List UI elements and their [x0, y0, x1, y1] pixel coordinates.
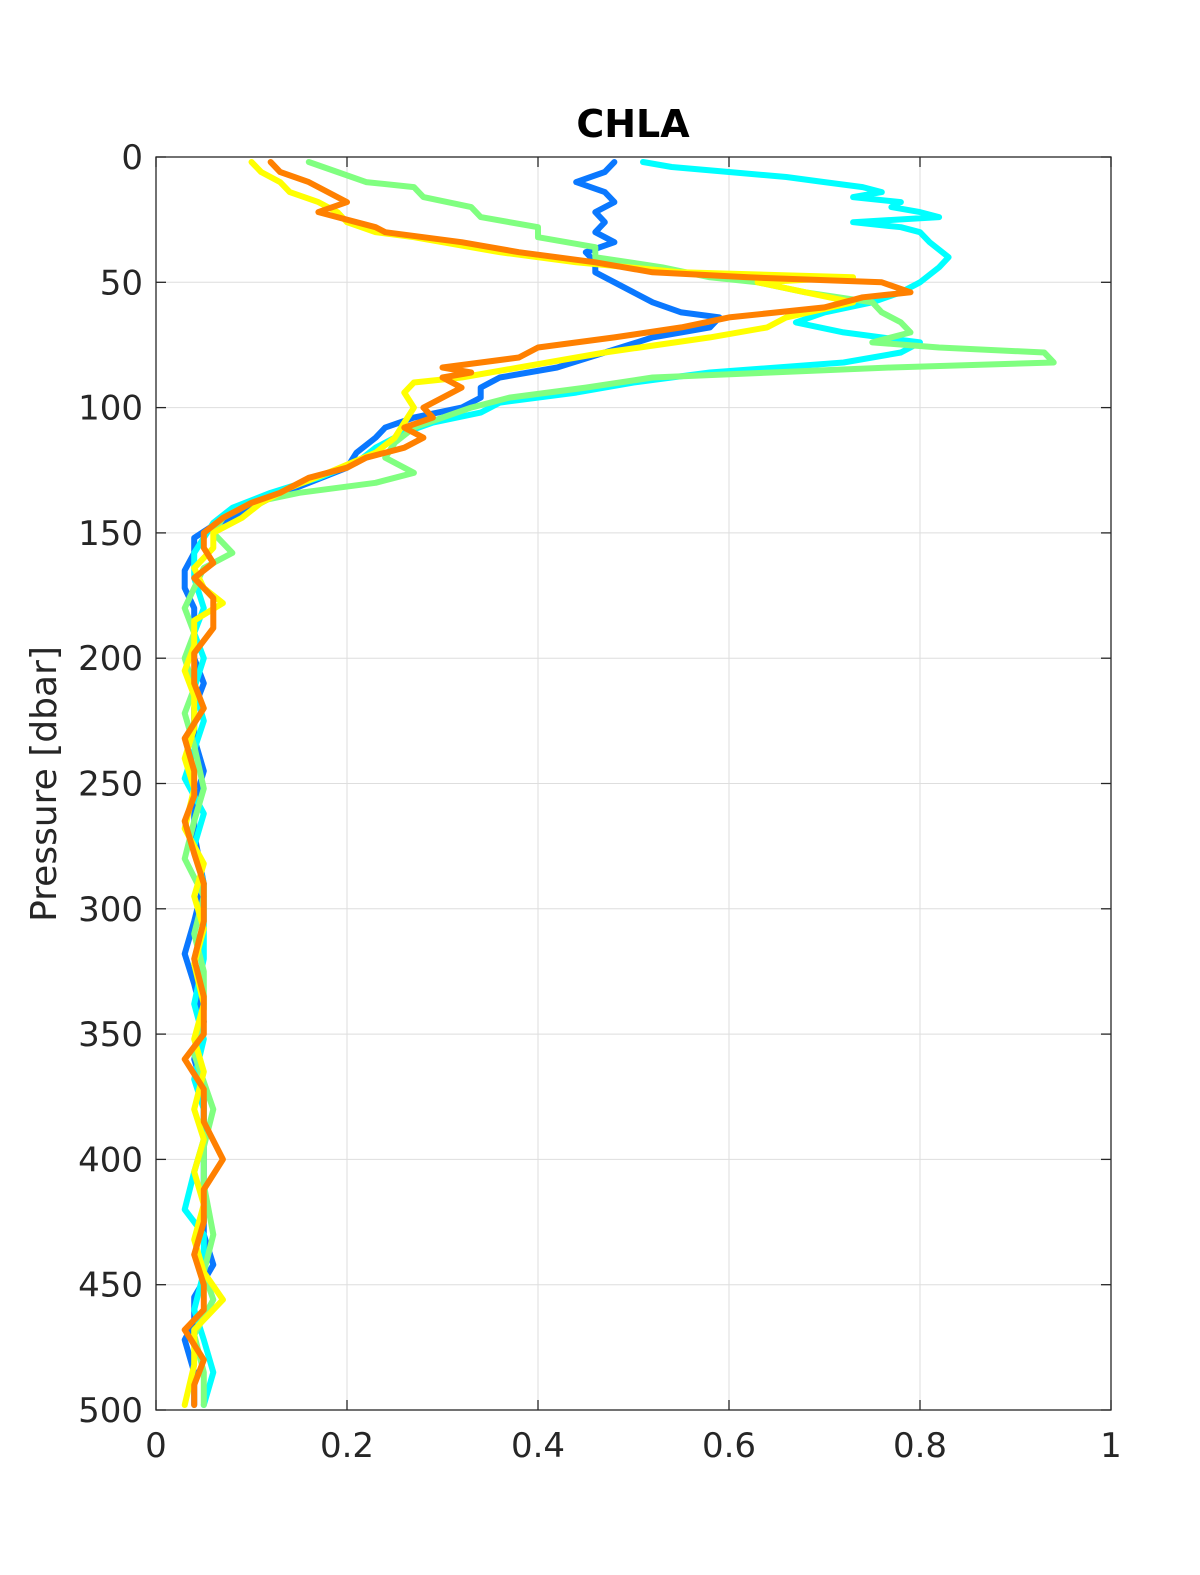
y-tick-label: 150: [78, 514, 143, 554]
x-tick-label: 0.2: [320, 1426, 374, 1466]
y-tick-label: 300: [78, 890, 143, 930]
y-tick-label: 500: [78, 1391, 143, 1431]
y-tick-label: 0: [121, 138, 143, 178]
y-tick-label: 250: [78, 765, 143, 805]
x-tick-label: 1: [1100, 1426, 1122, 1466]
y-tick-label: 200: [78, 639, 143, 679]
y-tick-label: 350: [78, 1015, 143, 1055]
series-layer: [181, 159, 1057, 1408]
y-tick-label: 400: [78, 1140, 143, 1180]
x-tick-label: 0.4: [511, 1426, 565, 1466]
y-tick-label: 50: [100, 263, 143, 303]
x-tick-label: 0.6: [702, 1426, 756, 1466]
y-tick-label: 100: [78, 389, 143, 429]
tick-labels: 0 0.2 0.4 0.6 0.8 1 0 50 100 150 200 250 300 350 400 45…: [78, 138, 1122, 1466]
x-tick-label: 0.8: [893, 1426, 947, 1466]
y-axis-label: Pressure [dbar]: [24, 646, 65, 922]
x-tick-label: 0: [145, 1426, 167, 1466]
ticks: [155, 156, 1112, 1411]
y-tick-label: 450: [78, 1266, 143, 1306]
series-line-5: [181, 159, 914, 1408]
chart-title: CHLA: [576, 102, 690, 146]
